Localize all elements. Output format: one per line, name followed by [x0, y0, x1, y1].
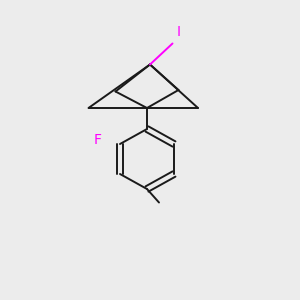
Text: I: I: [176, 25, 181, 39]
Text: F: F: [93, 133, 101, 146]
